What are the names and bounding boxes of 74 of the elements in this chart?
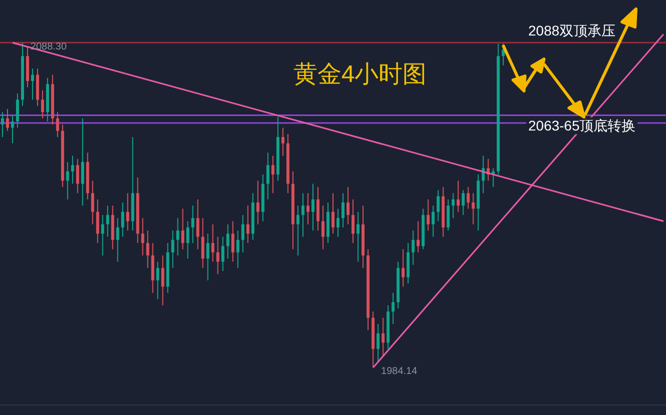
candlestick — [271, 155, 274, 194]
candlestick — [306, 192, 310, 225]
candlestick — [266, 152, 270, 200]
candlestick — [452, 192, 455, 219]
candlestick — [156, 261, 160, 300]
candlestick — [231, 220, 234, 262]
candlestick — [392, 292, 395, 324]
candlestick — [456, 180, 460, 212]
candlestick — [6, 108, 10, 132]
candlestick — [211, 224, 214, 262]
candlestick — [236, 230, 240, 268]
candlestick — [426, 198, 430, 232]
candlestick — [116, 218, 120, 262]
candlestick — [472, 192, 475, 225]
candlestick — [171, 230, 174, 268]
candlestick — [1, 112, 4, 138]
candlestick — [352, 198, 355, 244]
candlestick — [31, 68, 34, 100]
candlestick — [336, 208, 340, 238]
candlestick — [462, 190, 465, 216]
ref-line-label: 2088双顶承压 — [528, 22, 616, 39]
candlestick — [71, 155, 74, 184]
candlestick — [56, 112, 60, 138]
candlestick — [206, 233, 210, 281]
candlestick — [96, 198, 100, 244]
candlestick — [446, 198, 450, 232]
candlestick — [436, 190, 440, 222]
candlestick — [342, 192, 345, 228]
candlestick — [121, 202, 124, 238]
candlestick — [432, 205, 435, 238]
candlestick — [76, 158, 80, 194]
candlestick — [11, 114, 14, 144]
candlestick — [466, 186, 470, 210]
candlestick — [106, 205, 110, 238]
candlestick — [41, 90, 44, 119]
candlestick — [301, 192, 304, 238]
candlestick — [91, 180, 94, 225]
candlestick — [321, 205, 324, 250]
candlestick — [376, 324, 380, 362]
annotation: 2088.30 — [30, 42, 68, 53]
candlestick — [141, 218, 144, 256]
candlestick — [16, 92, 20, 128]
candlestick — [382, 317, 385, 356]
candlestick — [201, 218, 204, 268]
candlestick — [196, 198, 200, 250]
candlestick — [256, 180, 260, 225]
candlestick — [316, 186, 320, 232]
candlestick — [146, 230, 150, 268]
candlestick — [346, 186, 350, 225]
annotation: 1984.14 — [381, 366, 418, 378]
candlestick — [416, 220, 420, 253]
candlestick — [402, 248, 405, 288]
candlestick — [81, 118, 84, 206]
ref-line-label: 2063-65顶底转换 — [528, 117, 636, 134]
candlestick — [226, 224, 230, 260]
candlestick — [101, 214, 104, 256]
candlestick — [296, 205, 300, 256]
candlestick — [311, 183, 314, 232]
candlestick — [161, 254, 164, 306]
candlestick — [241, 214, 244, 253]
candlestick — [176, 218, 180, 256]
candlestick — [332, 192, 335, 234]
candlestick — [221, 236, 224, 272]
candlestick — [186, 220, 190, 260]
candlestick — [281, 127, 284, 156]
text: 黄金4小时图 — [293, 61, 427, 88]
candlestick — [356, 211, 360, 262]
candlestick — [126, 192, 130, 232]
candlestick — [66, 162, 70, 200]
candlestick — [181, 208, 184, 250]
candlestick — [246, 205, 250, 244]
candlestick — [216, 236, 220, 275]
candlestick — [412, 230, 415, 266]
candlestick — [191, 205, 194, 244]
